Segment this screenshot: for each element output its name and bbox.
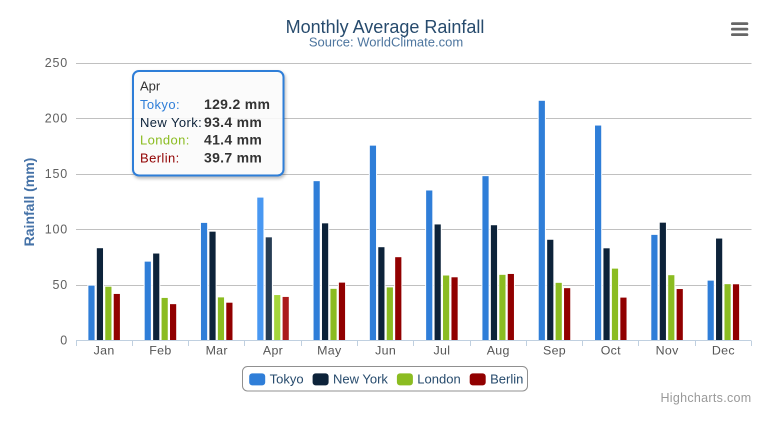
svg-text:Mar: Mar xyxy=(206,344,228,358)
svg-text:150: 150 xyxy=(45,167,68,181)
svg-text:New York:: New York: xyxy=(140,115,202,130)
svg-text:Tokyo:: Tokyo: xyxy=(140,97,180,112)
svg-text:Jan: Jan xyxy=(94,344,115,358)
svg-text:Aug: Aug xyxy=(487,344,510,358)
svg-text:Oct: Oct xyxy=(601,344,621,358)
svg-text:Berlin:: Berlin: xyxy=(140,151,180,166)
svg-text:May: May xyxy=(317,344,342,358)
svg-text:0: 0 xyxy=(60,334,68,348)
svg-text:39.7 mm: 39.7 mm xyxy=(204,150,262,166)
svg-text:250: 250 xyxy=(45,56,68,70)
svg-text:Jun: Jun xyxy=(375,344,396,358)
svg-text:Rainfall (mm): Rainfall (mm) xyxy=(21,158,37,247)
svg-text:129.2 mm: 129.2 mm xyxy=(204,96,270,112)
svg-text:Berlin: Berlin xyxy=(490,372,523,387)
svg-text:Tokyo: Tokyo xyxy=(270,372,304,387)
svg-text:Sep: Sep xyxy=(543,344,566,358)
svg-text:100: 100 xyxy=(45,223,68,237)
svg-text:Source: WorldClimate.com: Source: WorldClimate.com xyxy=(309,35,463,50)
svg-text:93.4 mm: 93.4 mm xyxy=(204,114,262,130)
svg-text:50: 50 xyxy=(52,278,68,292)
svg-text:London: London xyxy=(417,372,460,387)
svg-text:Feb: Feb xyxy=(149,344,171,358)
svg-text:Apr: Apr xyxy=(140,79,161,94)
svg-text:Nov: Nov xyxy=(656,344,679,358)
svg-text:41.4 mm: 41.4 mm xyxy=(204,132,262,148)
svg-text:Jul: Jul xyxy=(434,344,451,358)
svg-text:Highcharts.com: Highcharts.com xyxy=(660,391,751,405)
svg-text:Apr: Apr xyxy=(263,344,283,358)
svg-text:200: 200 xyxy=(45,112,68,126)
svg-text:London:: London: xyxy=(140,133,190,148)
svg-text:New York: New York xyxy=(333,372,388,387)
svg-text:Dec: Dec xyxy=(712,344,735,358)
svg-text:Monthly Average Rainfall: Monthly Average Rainfall xyxy=(286,17,485,37)
